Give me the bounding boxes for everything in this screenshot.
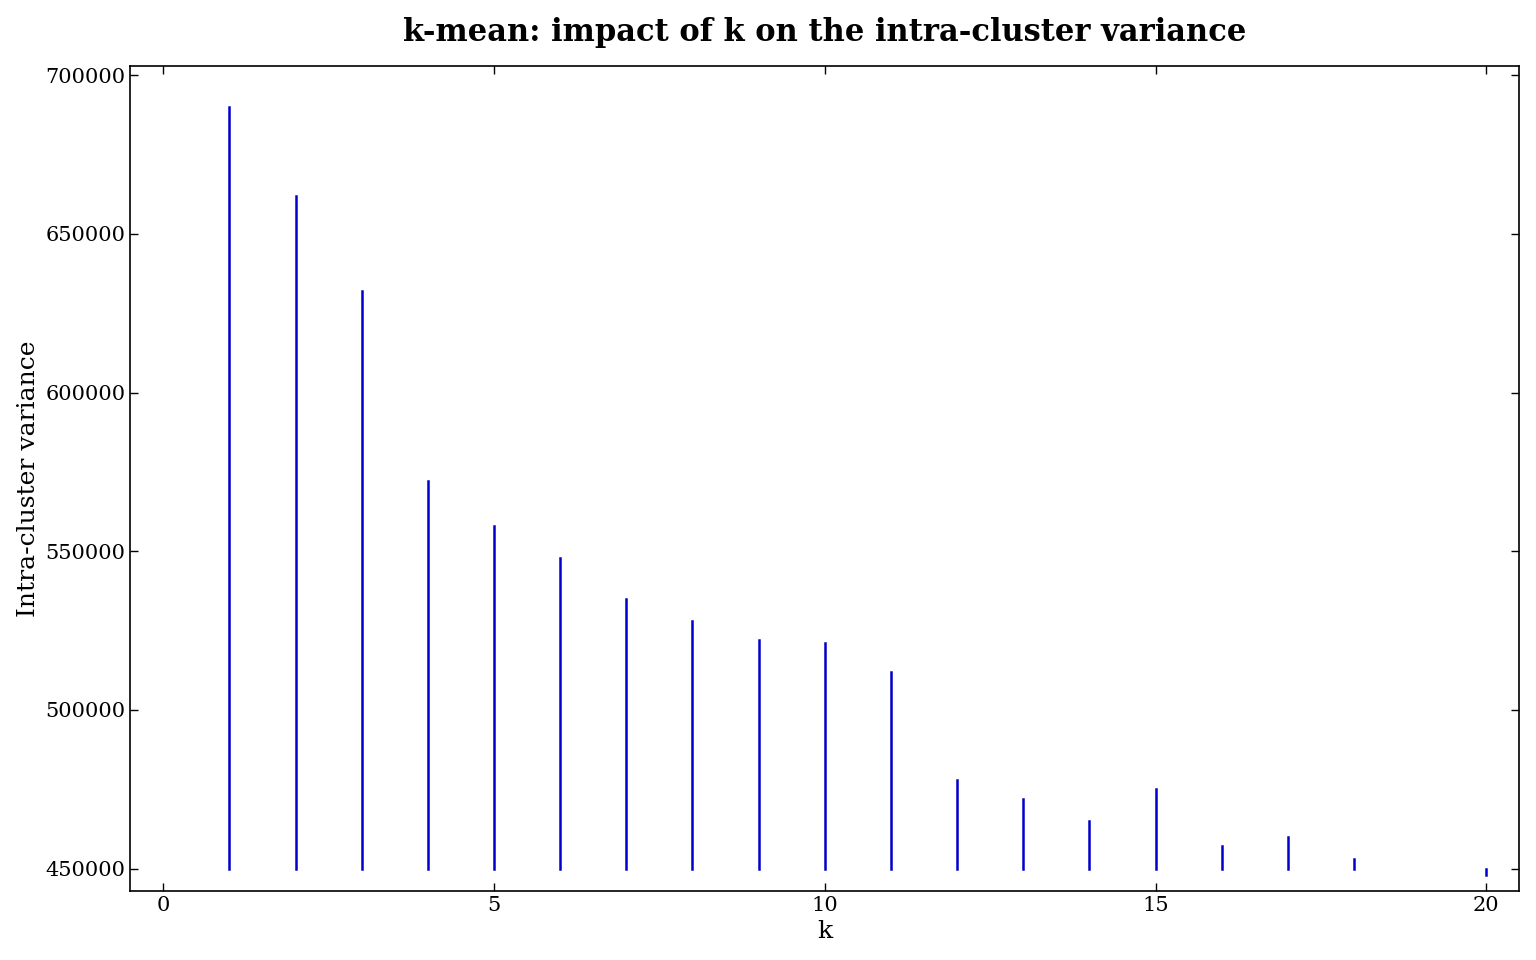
Y-axis label: Intra-cluster variance: Intra-cluster variance — [17, 340, 40, 616]
X-axis label: k: k — [817, 921, 833, 944]
Title: k-mean: impact of k on the intra-cluster variance: k-mean: impact of k on the intra-cluster… — [402, 16, 1246, 48]
